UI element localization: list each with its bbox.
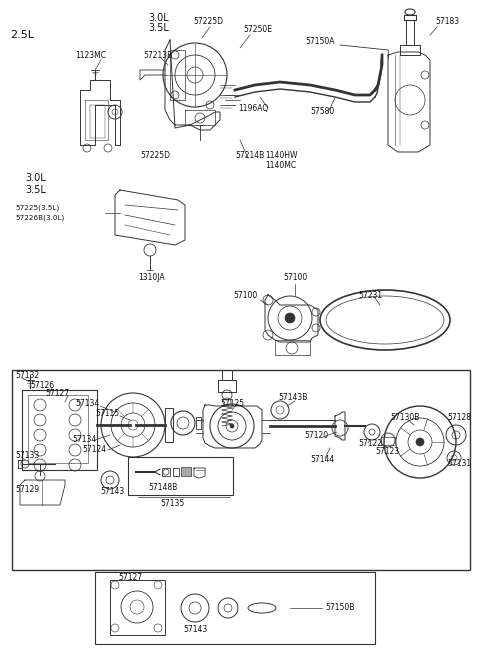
Text: 1310JA: 1310JA — [138, 274, 165, 282]
Text: 57127: 57127 — [45, 388, 69, 398]
Text: 2.5L: 2.5L — [10, 30, 34, 40]
Text: 57126: 57126 — [30, 381, 54, 390]
Text: 57134: 57134 — [72, 436, 96, 445]
Text: 57131: 57131 — [447, 458, 471, 468]
Text: 57143: 57143 — [183, 626, 207, 635]
Text: 3.0L: 3.0L — [148, 13, 169, 23]
Text: 3.5L: 3.5L — [25, 185, 46, 195]
Bar — [95, 572, 375, 644]
Bar — [173, 468, 179, 476]
Circle shape — [230, 424, 234, 428]
Text: 57100: 57100 — [283, 274, 307, 282]
Text: 57150A: 57150A — [305, 37, 335, 47]
Bar — [196, 417, 201, 429]
Text: 57143: 57143 — [100, 487, 124, 496]
Text: 57225(3.5L): 57225(3.5L) — [15, 205, 59, 212]
Text: 57130B: 57130B — [390, 413, 420, 422]
Text: 57143B: 57143B — [278, 394, 307, 403]
Text: 57134: 57134 — [75, 398, 99, 407]
Text: 3.5L: 3.5L — [148, 23, 169, 33]
Text: 1123MC: 1123MC — [75, 50, 106, 60]
Text: 57231: 57231 — [358, 291, 382, 299]
Text: 57148B: 57148B — [148, 483, 177, 493]
Text: 57580: 57580 — [310, 107, 334, 117]
Text: 57225D: 57225D — [193, 18, 223, 26]
Text: 57213B: 57213B — [143, 50, 172, 60]
Text: 57129: 57129 — [15, 485, 39, 495]
Text: 57144: 57144 — [310, 455, 334, 464]
Bar — [181, 467, 191, 476]
Text: 1196AQ: 1196AQ — [238, 103, 268, 113]
Circle shape — [416, 438, 424, 446]
Text: 57115: 57115 — [95, 409, 119, 417]
Text: 57128: 57128 — [447, 413, 471, 422]
Text: 57120: 57120 — [304, 430, 328, 440]
Text: 57124: 57124 — [82, 445, 106, 455]
Text: 57250E: 57250E — [243, 26, 272, 35]
Bar — [110, 580, 165, 635]
Text: 57133: 57133 — [15, 451, 39, 460]
Bar — [165, 408, 173, 442]
Text: 57127: 57127 — [118, 572, 142, 582]
Text: 57100: 57100 — [234, 291, 258, 299]
Bar — [28, 395, 88, 463]
Circle shape — [285, 313, 295, 323]
Text: 3.0L: 3.0L — [25, 173, 46, 183]
Text: 57123: 57123 — [375, 447, 399, 457]
Text: 57214B: 57214B — [235, 151, 264, 160]
Bar — [162, 468, 170, 476]
Text: 1140HW: 1140HW — [265, 151, 298, 160]
Text: 57135: 57135 — [160, 498, 184, 508]
Text: 57132: 57132 — [15, 371, 39, 379]
Text: 57225D: 57225D — [140, 151, 170, 160]
Bar — [22, 390, 97, 470]
Text: 57125: 57125 — [220, 398, 244, 407]
Text: 57150B: 57150B — [325, 603, 354, 612]
Bar — [128, 457, 233, 495]
Text: 57183: 57183 — [435, 18, 459, 26]
Bar — [12, 370, 470, 570]
Text: 1140MC: 1140MC — [265, 160, 296, 170]
Text: 57226B(3.0L): 57226B(3.0L) — [15, 215, 64, 221]
Text: 57122: 57122 — [358, 438, 382, 447]
